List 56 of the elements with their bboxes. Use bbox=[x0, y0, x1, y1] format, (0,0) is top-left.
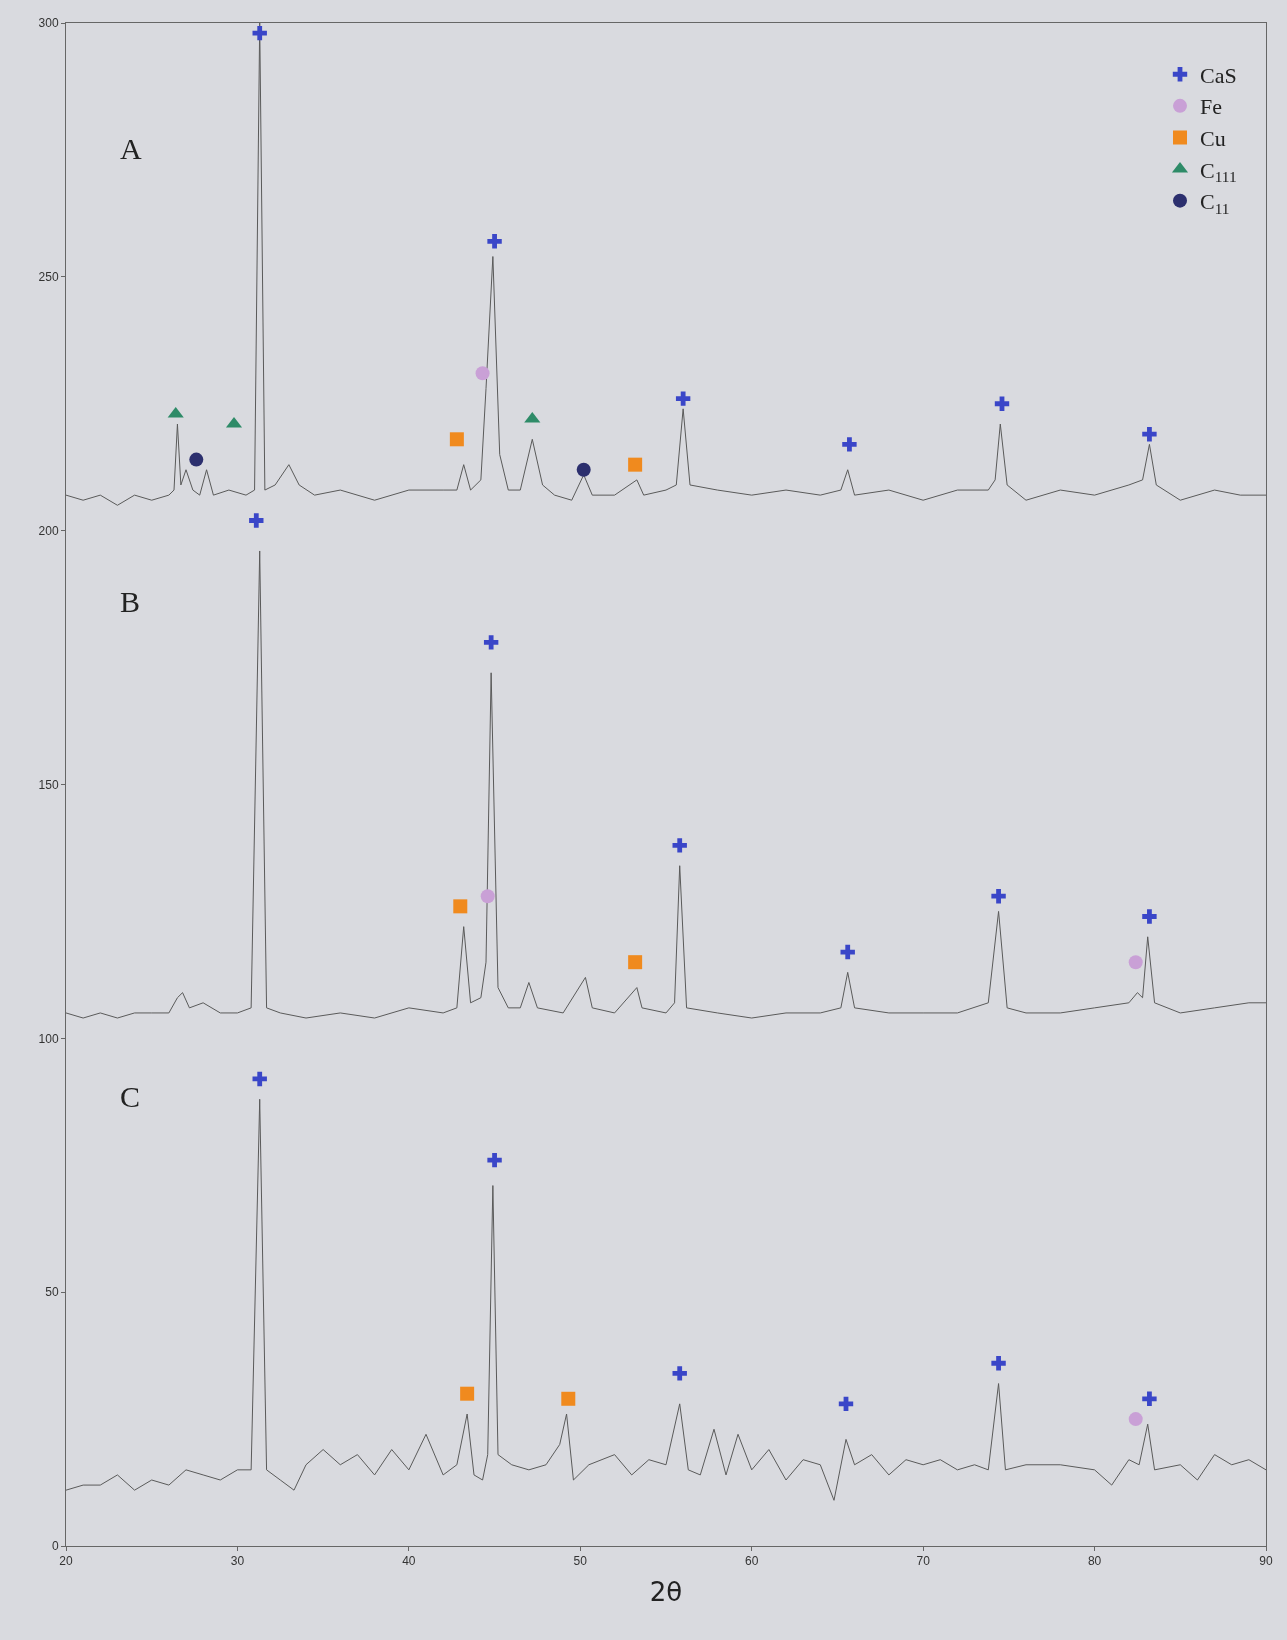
point bbox=[189, 452, 204, 467]
point bbox=[475, 366, 490, 381]
point bbox=[249, 513, 264, 528]
y-tick-label: 50 bbox=[45, 1285, 59, 1300]
y-tick-label: 100 bbox=[38, 1031, 59, 1046]
y-tick-label: 300 bbox=[38, 16, 59, 31]
x-tick-label: 60 bbox=[745, 1554, 759, 1569]
y-tick-label: 250 bbox=[38, 270, 59, 285]
point bbox=[628, 955, 643, 970]
legend-label: C$_{111}$ bbox=[1200, 157, 1237, 186]
point bbox=[672, 838, 687, 853]
point bbox=[561, 1391, 576, 1406]
annotation: A bbox=[120, 132, 142, 165]
x-tick-label: 40 bbox=[402, 1554, 416, 1569]
annotation: C bbox=[120, 1080, 141, 1113]
point bbox=[252, 1071, 267, 1087]
point bbox=[840, 944, 855, 960]
point bbox=[1128, 1412, 1143, 1427]
point bbox=[483, 635, 499, 650]
point bbox=[1142, 427, 1157, 442]
legend-label: C$_{11}$ bbox=[1200, 189, 1230, 217]
point bbox=[487, 1152, 502, 1168]
y-tick-label: 200 bbox=[38, 523, 59, 538]
x-tick-label: 70 bbox=[916, 1554, 931, 1569]
point bbox=[675, 391, 691, 406]
point bbox=[252, 25, 267, 41]
y-tick-label: 0 bbox=[51, 1539, 59, 1554]
y-tick-label: 150 bbox=[38, 777, 59, 792]
point bbox=[460, 1386, 475, 1401]
point bbox=[991, 888, 1006, 904]
point bbox=[480, 889, 495, 904]
x-tick-label: 30 bbox=[230, 1554, 245, 1569]
x-tick-label: 90 bbox=[1259, 1554, 1273, 1569]
point bbox=[1142, 909, 1157, 924]
legend-label: CaS bbox=[1200, 62, 1237, 88]
point bbox=[487, 234, 502, 249]
point bbox=[994, 396, 1010, 411]
x-tick-label: 50 bbox=[573, 1554, 588, 1569]
point bbox=[842, 437, 857, 452]
point bbox=[524, 411, 541, 423]
legend-label: Cu bbox=[1200, 126, 1226, 152]
point bbox=[628, 457, 643, 472]
legend-label: Fe bbox=[1200, 94, 1222, 120]
point bbox=[991, 1356, 1006, 1371]
annotation: B bbox=[120, 585, 141, 618]
point bbox=[167, 406, 184, 418]
point bbox=[576, 462, 591, 477]
x-axis-title: 2θ bbox=[649, 1577, 683, 1608]
point bbox=[453, 899, 468, 914]
point bbox=[838, 1396, 854, 1412]
point bbox=[672, 1366, 687, 1381]
x-tick-label: 20 bbox=[59, 1554, 73, 1569]
point bbox=[1128, 955, 1143, 970]
x-tick-label: 80 bbox=[1087, 1554, 1102, 1569]
point bbox=[1142, 1391, 1157, 1406]
point bbox=[449, 432, 464, 447]
